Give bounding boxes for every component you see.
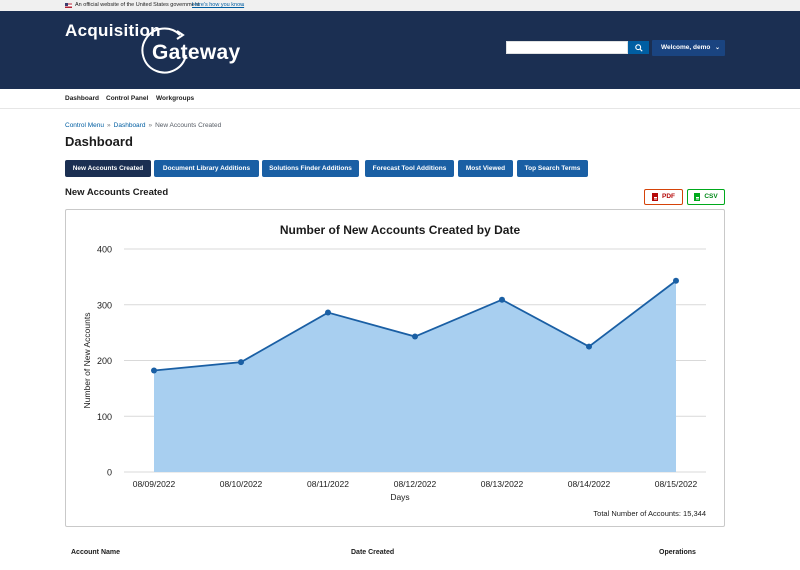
tab-solutions-finder-additions[interactable]: Solutions Finder Additions [262,160,359,177]
data-point [673,277,679,284]
user-menu-label: Welcome, demo [661,44,711,51]
data-point [238,359,244,366]
area-fill [154,280,676,472]
gov-banner: An official website of the United States… [0,0,800,11]
tab-most-viewed[interactable]: Most Viewed [458,160,513,177]
y-tick-label: 0 [107,468,112,478]
breadcrumb-separator: » [148,122,153,129]
data-point [586,343,592,350]
secondary-nav: Dashboard Control Panel Workgroups [0,89,800,109]
x-tick-label: 08/14/2022 [568,479,611,489]
nav-item-workgroups[interactable]: Workgroups [156,95,195,102]
x-tick-label: 08/10/2022 [220,479,263,489]
page-title: Dashboard [65,134,133,149]
tab-forecast-tool-additions[interactable]: Forecast Tool Additions [365,160,454,177]
x-tick-label: 08/12/2022 [394,479,437,489]
csv-file-icon [694,193,701,201]
search-button[interactable] [628,41,649,54]
accounts-area-chart: Number of New Accounts Created by Date 0 1… [82,223,706,502]
data-point [325,309,331,316]
x-tick-label: 08/15/2022 [655,479,698,489]
breadcrumb-current: New Accounts Created [155,122,222,129]
gov-banner-text: An official website of the United States… [75,2,200,8]
export-csv-label: CSV [704,193,718,200]
us-flag-icon [65,3,72,8]
y-tick-label: 200 [97,356,112,366]
column-header-operations: Operations [659,549,696,556]
logo-text-line1: Acquisition [65,21,161,40]
pdf-file-icon [652,193,658,201]
column-header-date-created: Date Created [351,549,395,556]
section-title: New Accounts Created [65,187,169,198]
x-tick-label: 08/13/2022 [481,479,524,489]
user-menu-button[interactable]: Welcome, demo ⌄ [652,40,725,56]
breadcrumb-control-menu[interactable]: Control Menu [65,122,105,129]
accounts-table-header: Account Name Date Created Operations [65,546,725,560]
tab-top-search-terms[interactable]: Top Search Terms [517,160,588,177]
chart-title: Number of New Accounts Created by Date [280,223,521,237]
column-header-account-name: Account Name [71,549,121,556]
tab-document-library-additions[interactable]: Document Library Additions [154,160,259,177]
breadcrumb-dashboard[interactable]: Dashboard [113,122,146,129]
export-pdf-button[interactable]: PDF [644,189,683,205]
breadcrumb: Control Menu» Dashboard» New Accounts Crea… [65,122,221,130]
data-point [151,367,157,374]
site-header: Acquisition Gateway Welcome, demo ⌄ [0,11,800,89]
logo-swoosh-icon [141,27,187,74]
x-axis-label: Days [390,492,409,502]
chart-card: Number of New Accounts Created by Date 0 1… [65,209,725,527]
y-tick-label: 400 [97,245,112,255]
logo-text-line2: Gateway [152,41,241,64]
x-tick-label: 08/11/2022 [307,479,349,489]
chevron-down-icon: ⌄ [714,45,720,51]
y-axis-label: Number of New Accounts [82,313,92,409]
x-tick-label: 08/09/2022 [133,479,176,489]
export-csv-button[interactable]: CSV [687,189,725,205]
nav-item-control-panel[interactable]: Control Panel [106,95,149,102]
how-you-know-link[interactable]: Here's how you know [192,2,245,8]
y-tick-label: 300 [97,300,112,310]
tab-new-accounts-created[interactable]: New Accounts Created [65,160,151,177]
data-point [412,333,418,340]
breadcrumb-separator: » [107,122,111,129]
export-pdf-label: PDF [662,193,675,200]
search-input[interactable] [506,41,628,54]
search-icon [634,43,643,52]
total-accounts-text: Total Number of Accounts: 15,344 [593,509,706,518]
data-point [499,296,505,303]
chevron-down-icon[interactable]: ⌄ [241,2,246,8]
nav-item-dashboard[interactable]: Dashboard [65,95,99,102]
y-tick-label: 100 [97,412,112,422]
